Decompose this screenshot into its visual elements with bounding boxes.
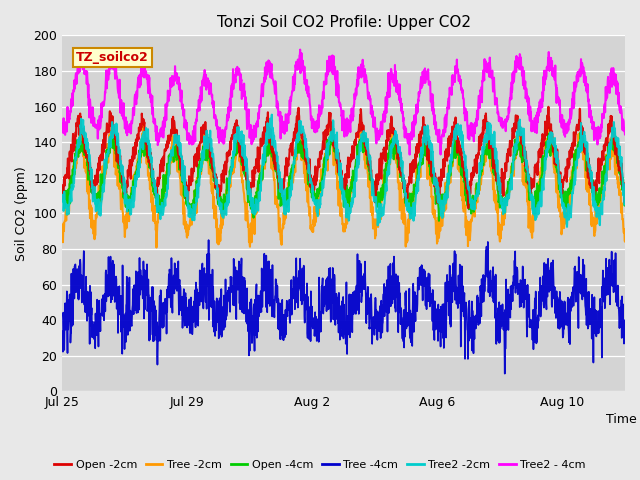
Legend: Open -2cm, Tree -2cm, Open -4cm, Tree -4cm, Tree2 -2cm, Tree2 - 4cm: Open -2cm, Tree -2cm, Open -4cm, Tree -4… — [50, 456, 590, 474]
Y-axis label: Soil CO2 (ppm): Soil CO2 (ppm) — [15, 166, 28, 261]
Text: TZ_soilco2: TZ_soilco2 — [76, 51, 149, 64]
Title: Tonzi Soil CO2 Profile: Upper CO2: Tonzi Soil CO2 Profile: Upper CO2 — [217, 15, 470, 30]
X-axis label: Time: Time — [605, 413, 636, 426]
